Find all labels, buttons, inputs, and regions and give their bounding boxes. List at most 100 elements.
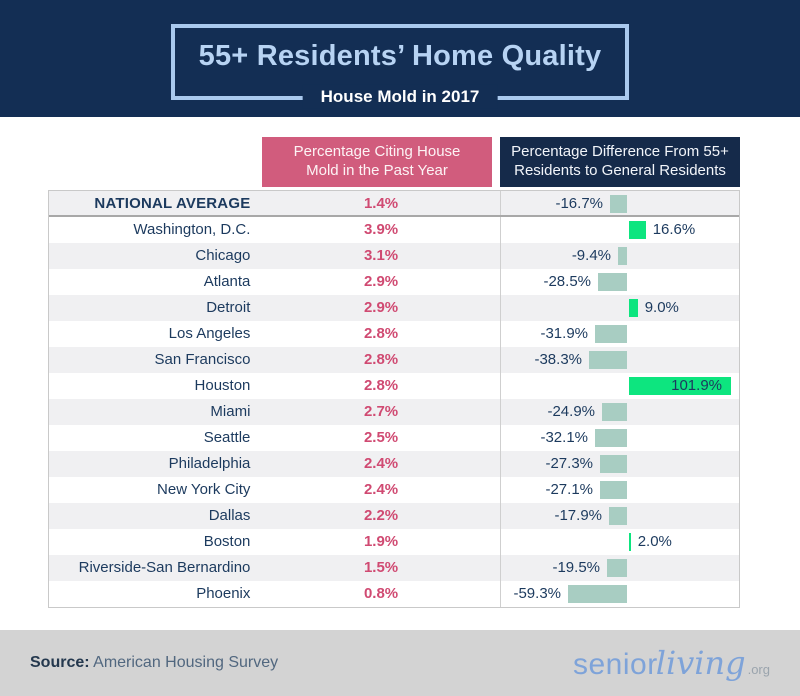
name-column-spacer [48,137,262,187]
source-text: American Housing Survey [93,654,279,671]
city-name: Phoenix [196,585,251,602]
table-row: NATIONAL AVERAGE 1.4% -16.7% [49,191,739,217]
mold-percentage: 2.9% [363,299,399,316]
diff-value-label: -27.1% [545,481,593,498]
mold-percentage: 2.4% [363,455,399,472]
diff-bar-cell: 16.6% [499,217,739,243]
diff-value-label: -16.7% [555,195,603,212]
diff-value-label: -9.4% [571,247,611,264]
column-headers: Percentage Citing House Mold in the Past… [48,137,740,187]
city-name: Houston [194,377,251,394]
diff-value-label: -17.9% [554,507,602,524]
diff-bar [589,351,627,369]
diff-bar [628,299,638,317]
table-row: Washington, D.C. 3.9% 16.6% [49,217,739,243]
diff-value-label: -32.1% [540,429,588,446]
diff-bar-cell: -9.4% [499,243,739,269]
city-name: Dallas [208,507,251,524]
source-label: Source: [30,654,90,671]
diff-bar [595,429,627,447]
city-name: Detroit [206,299,251,316]
mold-percentage: 2.2% [363,507,399,524]
diff-bar [600,455,627,473]
diff-bar-cell: 9.0% [499,295,739,321]
mold-percentage: 2.7% [363,403,399,420]
city-name: Washington, D.C. [133,221,251,238]
column-header-mold: Percentage Citing House Mold in the Past… [262,137,492,187]
diff-bar-cell: -27.3% [499,451,739,477]
mold-percentage: 2.4% [363,481,399,498]
mold-percentage: 1.9% [363,533,399,550]
diff-bar [598,273,627,291]
diff-bar [610,195,627,213]
diff-value-label: -28.5% [543,273,591,290]
mold-percentage: 2.5% [363,429,399,446]
mold-percentage: 2.8% [363,377,399,394]
diff-value-label: 101.9% [671,377,722,394]
city-name: NATIONAL AVERAGE [94,195,251,212]
table-row: Los Angeles 2.8% -31.9% [49,321,739,347]
table-row: Dallas 2.2% -17.9% [49,503,739,529]
page-subtitle: House Mold in 2017 [302,84,498,109]
table-row: Philadelphia 2.4% -27.3% [49,451,739,477]
city-name: Chicago [195,247,251,264]
diff-bar-cell: -27.1% [499,477,739,503]
diff-bar-cell: -38.3% [499,347,739,373]
logo-senior: senior [573,648,658,681]
city-name: Riverside-San Bernardino [78,559,251,576]
diff-bar [609,507,627,525]
diff-value-label: -59.3% [513,585,561,602]
diff-bar [628,533,631,551]
mold-percentage: 2.9% [363,273,399,290]
city-name: Philadelphia [168,455,251,472]
diff-bar-cell: -16.7% [499,191,739,215]
table-row: Detroit 2.9% 9.0% [49,295,739,321]
city-name: Boston [203,533,251,550]
diff-bar [628,221,646,239]
diff-value-label: 2.0% [637,533,672,550]
table-row: Atlanta 2.9% -28.5% [49,269,739,295]
mold-percentage: 1.4% [363,195,399,212]
mold-percentage: 2.8% [363,325,399,342]
diff-bar [568,585,627,603]
city-name: San Francisco [154,351,251,368]
page-title: 55+ Residents’ Home Quality [198,40,602,72]
diff-value-label: -24.9% [547,403,595,420]
city-name: Seattle [203,429,251,446]
diff-bar-cell: -17.9% [499,503,739,529]
city-name: Los Angeles [168,325,251,342]
table-row: Riverside-San Bernardino 1.5% -19.5% [49,555,739,581]
diff-bar [600,481,627,499]
diff-value-label: 16.6% [652,221,696,238]
diff-value-label: -38.3% [534,351,582,368]
diff-bar-cell: -31.9% [499,321,739,347]
table-row: San Francisco 2.8% -38.3% [49,347,739,373]
logo-living: living [655,644,746,682]
diff-bar [607,559,627,577]
diff-value-label: -19.5% [552,559,600,576]
table-row: Houston 2.8% 101.9% [49,373,739,399]
diff-bar-cell: 2.0% [499,529,739,555]
table-row: Seattle 2.5% -32.1% [49,425,739,451]
diff-bar-cell: -59.3% [499,581,739,607]
mold-percentage: 3.9% [363,221,399,238]
table-row: Boston 1.9% 2.0% [49,529,739,555]
diff-bar [595,325,627,343]
city-name: New York City [157,481,251,498]
table-row: Miami 2.7% -24.9% [49,399,739,425]
banner: 55+ Residents’ Home Quality House Mold i… [0,0,800,117]
mold-percentage: 0.8% [363,585,399,602]
table-row: Chicago 3.1% -9.4% [49,243,739,269]
source-note: Source: American Housing Survey [30,654,278,672]
column-header-diff: Percentage Difference From 55+ Residents… [500,137,740,187]
seniorliving-logo: senior living .org [573,644,770,682]
title-box: 55+ Residents’ Home Quality House Mold i… [171,24,629,109]
diff-bar [618,247,627,265]
diff-bar-cell: -19.5% [499,555,739,581]
mold-table: Percentage Citing House Mold in the Past… [48,137,740,608]
logo-org: .org [747,662,770,677]
footer: Source: American Housing Survey senior l… [0,630,800,696]
diff-value-label: -31.9% [540,325,588,342]
diff-bar-cell: 101.9% [499,373,739,399]
diff-bar [628,377,731,395]
